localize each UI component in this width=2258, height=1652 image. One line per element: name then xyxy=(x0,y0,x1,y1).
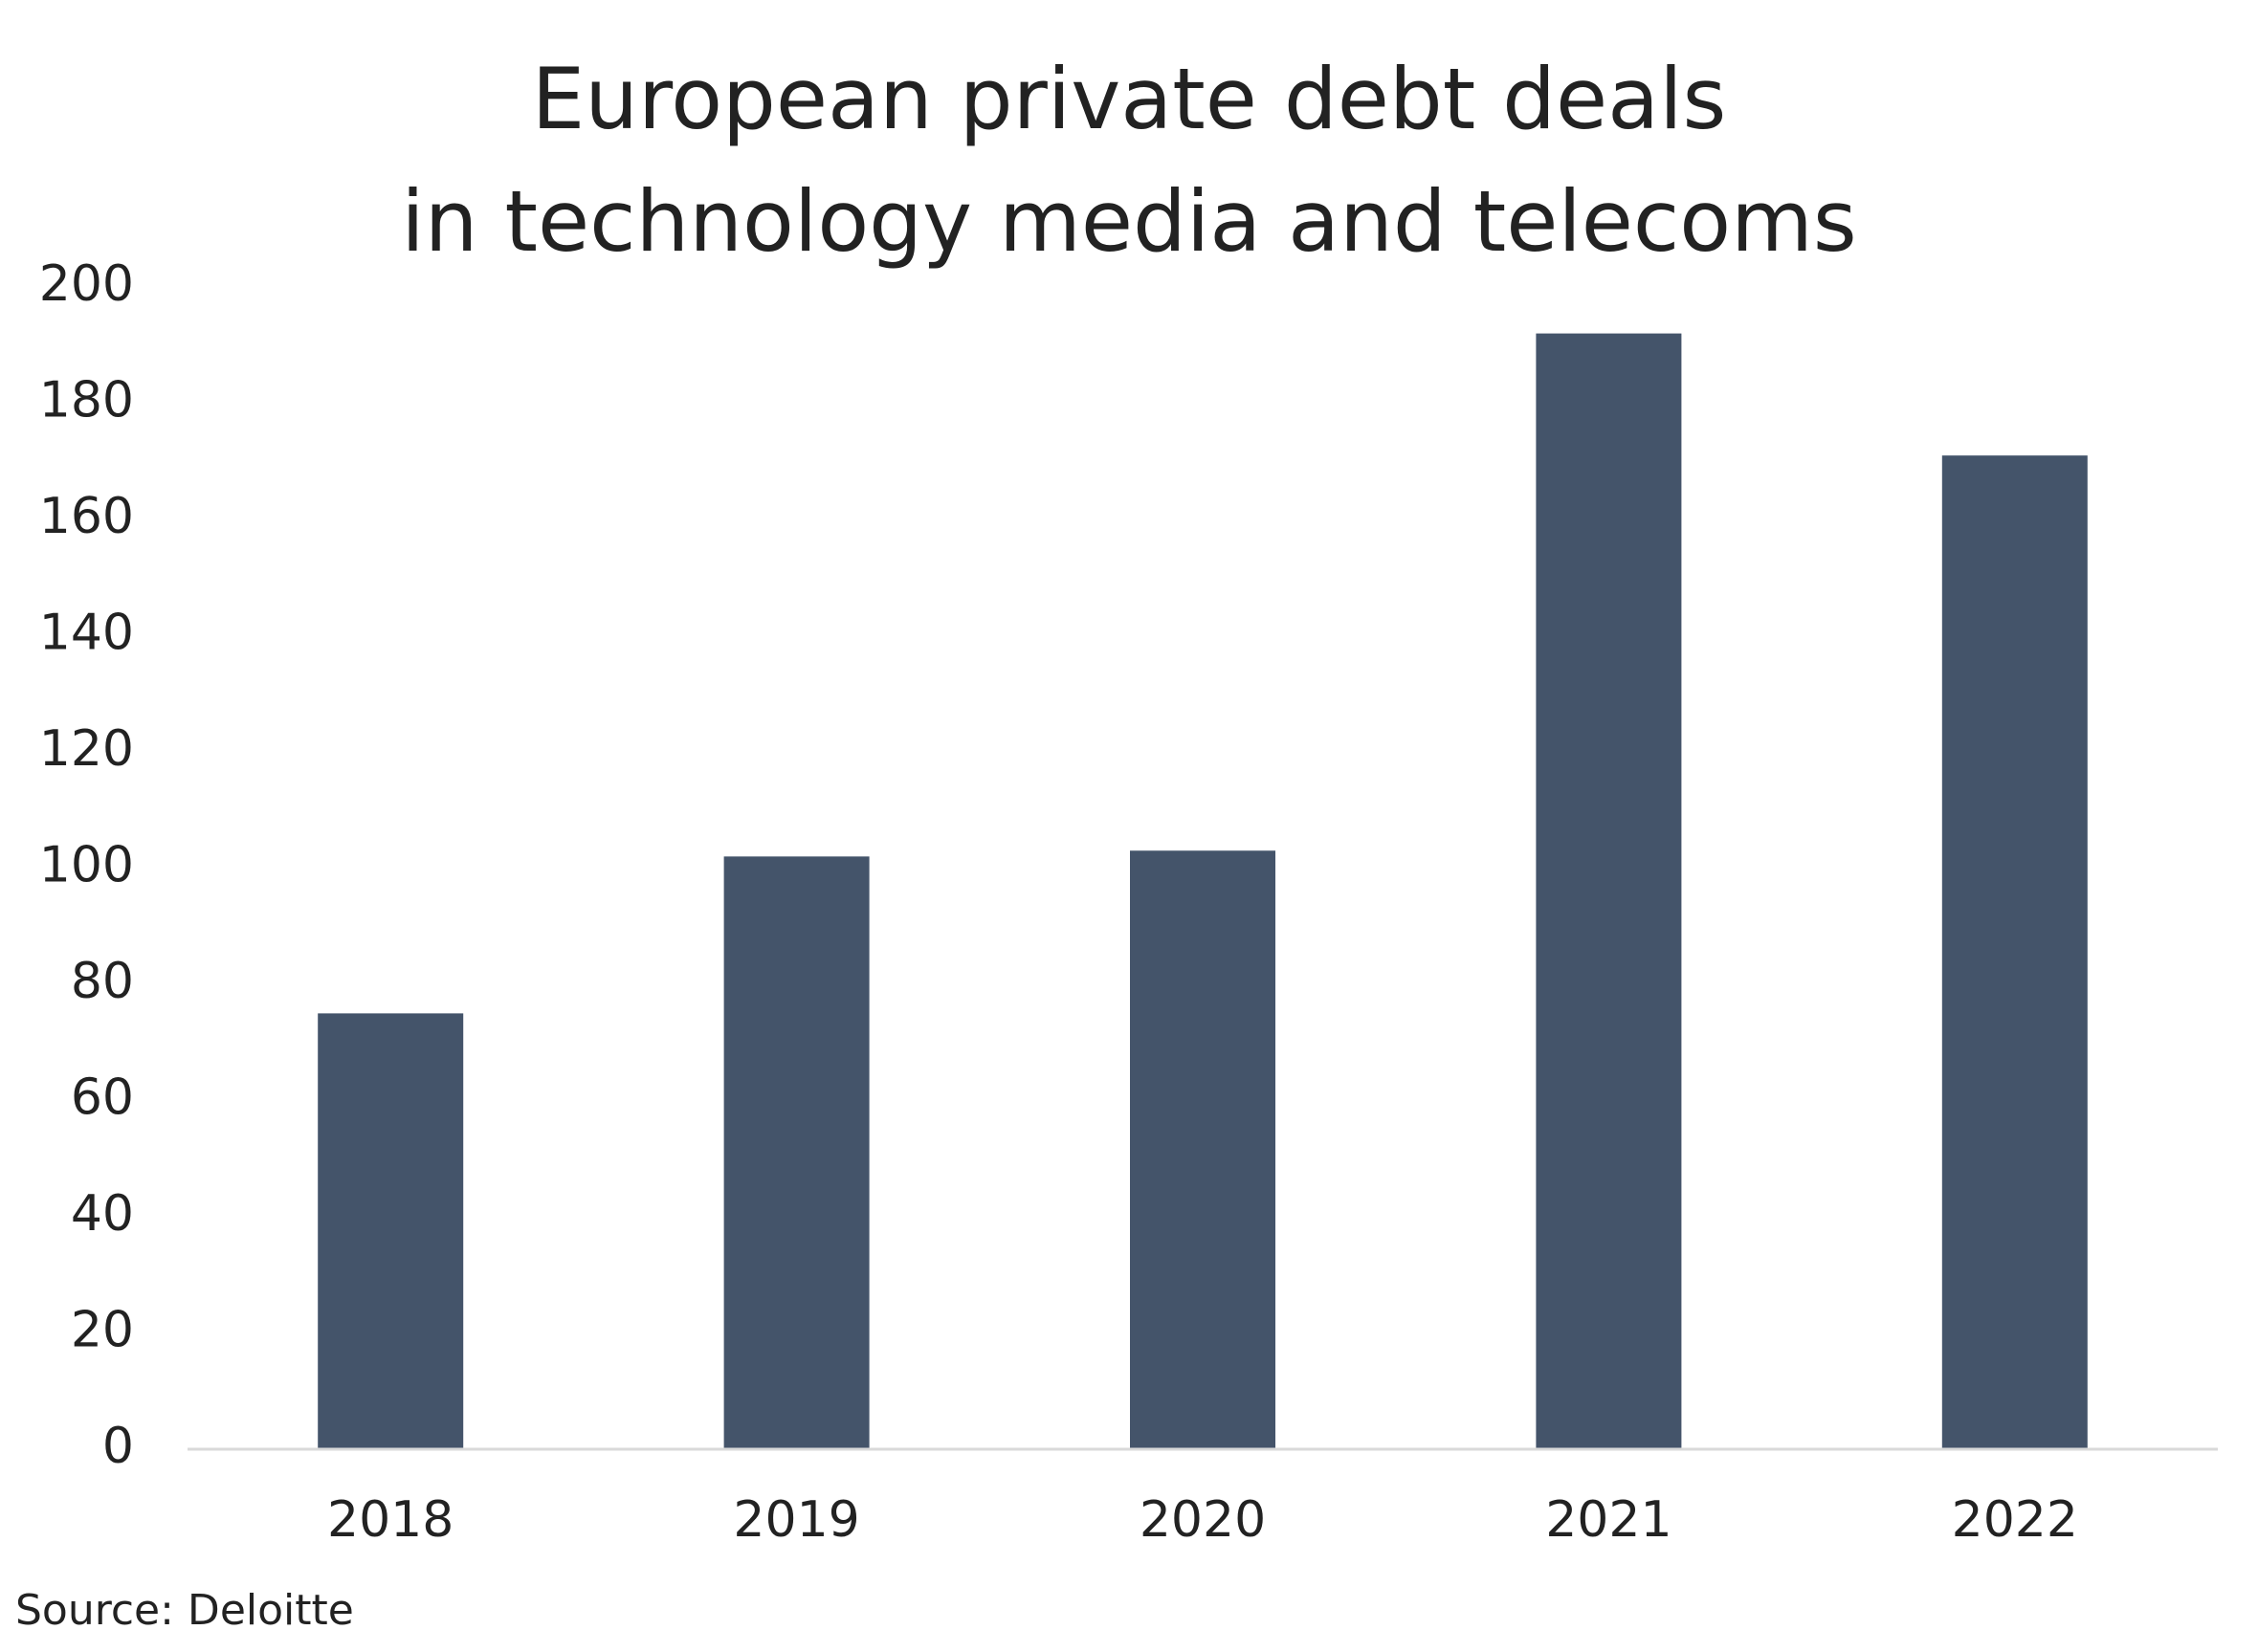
bar-2019 xyxy=(723,856,870,1449)
chart-title: European private debt deals in technolog… xyxy=(0,38,2258,283)
x-tick-label: 2018 xyxy=(327,1491,454,1549)
y-tick-label: 0 xyxy=(102,1418,134,1475)
bars xyxy=(318,333,2088,1450)
y-tick-label: 200 xyxy=(39,255,134,313)
bar-2022 xyxy=(1941,455,2088,1449)
y-axis-ticks: 0 20 40 60 80 100 120 140 160 180 200 xyxy=(39,255,134,1475)
x-axis-ticks: 2018 2019 2020 2021 2022 xyxy=(327,1491,2078,1549)
y-tick-label: 160 xyxy=(39,488,134,545)
y-tick-label: 60 xyxy=(71,1069,134,1127)
source-note: Source: Deloitte xyxy=(15,1586,354,1635)
y-tick-label: 40 xyxy=(71,1185,134,1243)
x-tick-label: 2022 xyxy=(1952,1491,2078,1549)
x-tick-label: 2019 xyxy=(733,1491,859,1549)
y-tick-label: 140 xyxy=(39,605,134,662)
y-tick-label: 80 xyxy=(71,953,134,1010)
x-tick-label: 2021 xyxy=(1545,1491,1671,1549)
bar-2021 xyxy=(1536,333,1682,1450)
x-tick-label: 2020 xyxy=(1140,1491,1266,1549)
y-tick-label: 100 xyxy=(39,837,134,894)
chart-title-line-1: European private debt deals xyxy=(531,50,1727,148)
y-tick-label: 180 xyxy=(39,372,134,430)
y-tick-label: 120 xyxy=(39,720,134,778)
y-tick-label: 20 xyxy=(71,1302,134,1359)
chart-title-line-2: in technology media and telecoms xyxy=(401,172,1857,271)
bar-2018 xyxy=(318,1013,464,1449)
bar-2020 xyxy=(1130,850,1275,1449)
